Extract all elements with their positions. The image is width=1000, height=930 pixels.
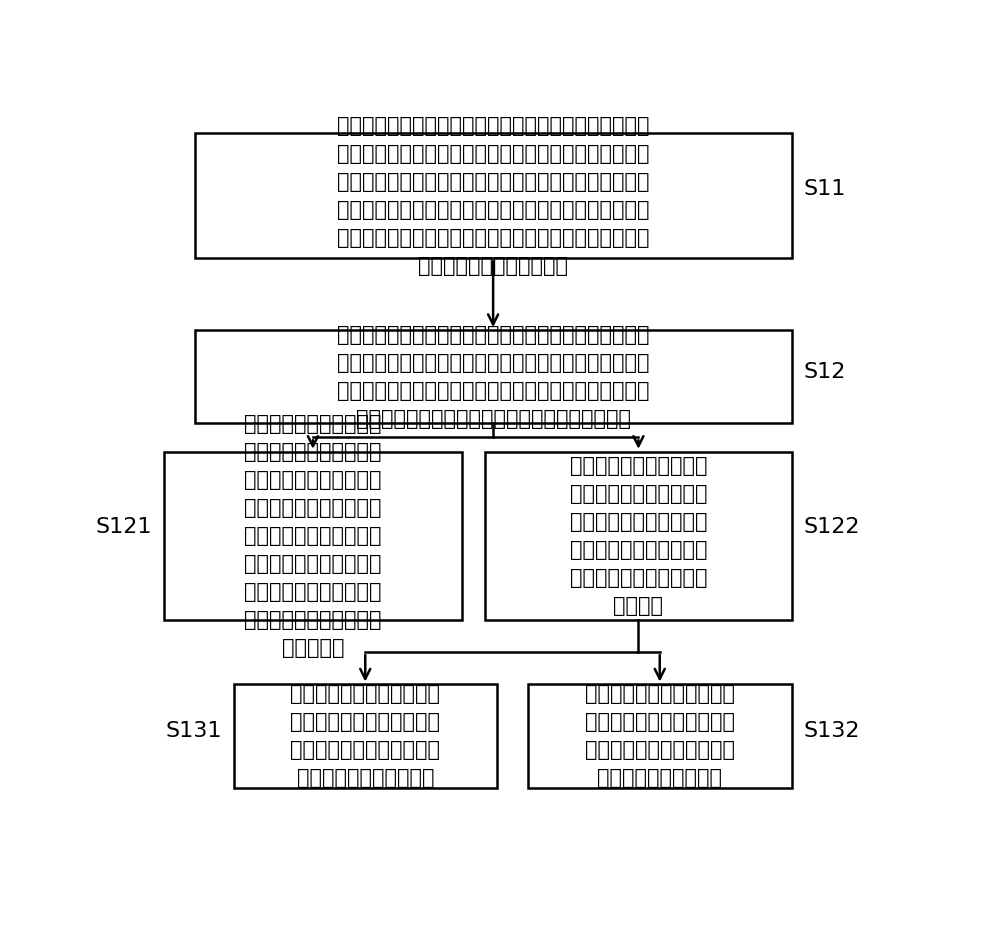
Text: 当解析出的状态数据包与
预设的比对状态数据包不
符时，判断储存预设比对
状态数据包的储存模块中
是否存在所述解析出的状
态数据包: 当解析出的状态数据包与 预设的比对状态数据包不 符时，判断储存预设比对 状态数据… (570, 456, 707, 616)
Bar (485, 452, 792, 620)
Text: 故障检测模块接收事件控制中心模块发送的网口数据收发
链表，解析网口数据收发链表中的数据信息，将解析出的
状态数据包与预设的比对状态数据包进行比对，判断解析
出的: 故障检测模块接收事件控制中心模块发送的网口数据收发 链表，解析网口数据收发链表中… (337, 325, 649, 429)
Text: S122: S122 (803, 517, 860, 538)
Text: 当所述储存模块未储存所述
解析出的状态数据包时，提
示用户所述解析出的状态数
据包未储存在储存模块: 当所述储存模块未储存所述 解析出的状态数据包时，提 示用户所述解析出的状态数 据… (585, 684, 735, 789)
Text: 当所述储存模块储存有所述
解析出的状态数据包时，所
述解析出的状态数据包所对
应的网口的数据传输正常: 当所述储存模块储存有所述 解析出的状态数据包时，所 述解析出的状态数据包所对 应… (290, 684, 440, 789)
Text: S121: S121 (96, 517, 152, 538)
Text: S132: S132 (803, 721, 860, 741)
Text: S11: S11 (803, 179, 846, 199)
Bar (164, 452, 462, 620)
Text: 当解析出的状态数据包与
预设的比对状态数据包相
符时，将解析出状态数据
包的数量与预设的状态数
据包数量阈值进行对比，
判断是否超出阈值；当超
出阈值时，判断该: 当解析出的状态数据包与 预设的比对状态数据包相 符时，将解析出状态数据 包的数量… (244, 414, 382, 658)
Text: 事件控制中心模块获取系统每个网口的网口数据收发链表
，通过网口数据收发链表获取各个网口收发的数据包，数
据包的状态数据包及各个状态数据包的数量；当某一网口
数据: 事件控制中心模块获取系统每个网口的网口数据收发链表 ，通过网口数据收发链表获取各… (337, 115, 649, 275)
Text: S12: S12 (803, 362, 846, 382)
Bar (234, 684, 497, 789)
Bar (195, 133, 792, 259)
Bar (195, 330, 792, 423)
Bar (528, 684, 792, 789)
Text: S131: S131 (165, 721, 222, 741)
